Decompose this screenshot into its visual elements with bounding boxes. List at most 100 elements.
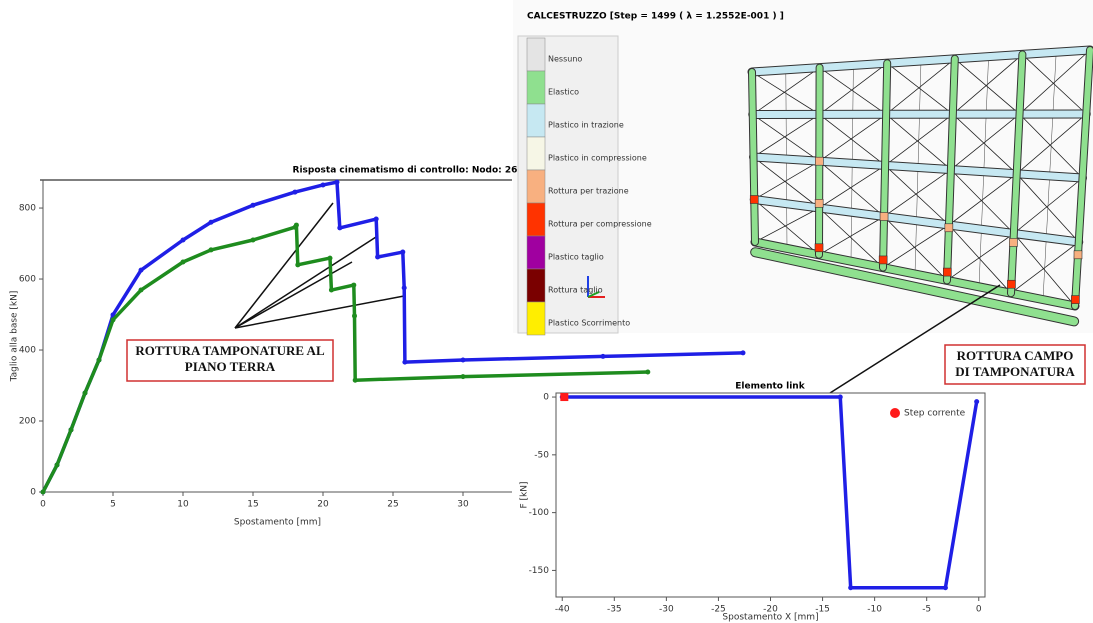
data-point [321,182,326,187]
x-tick-label: -35 [607,605,622,615]
data-point [461,357,466,362]
data-point [461,374,466,379]
x-tick-label: 5 [110,500,116,510]
x-tick-label: 25 [387,500,398,510]
legend-label: Plastico in trazione [548,121,624,130]
y-axis-label: Taglio alla base [kN] [10,291,20,383]
legend-swatch [527,38,545,71]
legend-label: Rottura per compressione [548,220,652,229]
x-tick-label: -20 [763,605,778,615]
y-tick-label: 200 [19,417,36,427]
data-point [295,262,300,267]
data-point [83,390,88,395]
legend-label: Nessuno [548,55,582,64]
legend-label: Elastico [548,88,579,97]
data-point [328,256,333,261]
y-tick-label: 0 [543,393,549,403]
member-state [750,196,758,204]
data-point [400,250,405,255]
data-point [111,317,116,322]
data-point [741,350,746,355]
member-state [1007,280,1015,288]
x-tick-label: -5 [922,605,931,615]
member-state [945,224,953,232]
member-state [815,157,823,165]
member [753,114,1087,115]
y-tick-label: -150 [529,566,550,576]
member-state [1009,238,1017,246]
data-point [375,255,380,260]
member-state [1071,296,1079,304]
data-point [601,354,606,359]
legend-swatch [527,170,545,203]
data-point [97,357,102,362]
legend-swatch [527,71,545,104]
x-tick-label: -40 [555,605,570,615]
data-point [293,190,298,195]
legend-swatch [527,302,545,335]
step-marker [560,393,568,401]
member [752,72,755,242]
member-state [1074,251,1082,259]
data-point [943,585,948,590]
data-point [209,247,214,252]
member-state [943,268,951,276]
data-point [402,285,407,290]
data-point [209,220,214,225]
data-point [251,203,256,208]
y-tick-label: 0 [30,488,36,498]
data-point [402,360,407,365]
panel-title: CALCESTRUZZO [Step = 1499 ( λ = 1.2552E-… [527,12,784,22]
legend-marker [890,408,900,418]
data-point [181,237,186,242]
x-tick-label: -15 [815,605,830,615]
y-tick-label: 800 [19,204,36,214]
x-axis-label: Spostamento [mm] [234,518,321,528]
legend-swatch [527,203,545,236]
data-point [251,237,256,242]
x-tick-label: -25 [711,605,726,615]
legend-swatch [527,236,545,269]
chart-title: Risposta cinematismo di controllo: Nodo:… [293,166,518,176]
y-tick-label: 400 [19,346,36,356]
legend-label: Step corrente [904,409,966,419]
data-point [55,463,60,468]
member-state [879,256,887,264]
legend-label: Rottura taglio [548,286,603,295]
screenshot: CALCESTRUZZO [Step = 1499 ( λ = 1.2552E-… [0,0,1093,623]
data-point [41,490,46,495]
data-point [374,217,379,222]
data-point [848,585,853,590]
annotation-text: DI TAMPONATURA [955,364,1075,379]
x-tick-label: 20 [317,500,329,510]
x-tick-label: 15 [247,500,258,510]
member [883,63,887,267]
data-point [69,427,74,432]
plot-frame [556,393,985,597]
data-point [294,223,299,228]
legend-label: Plastico Scorrimento [548,319,630,328]
annotation-text: ROTTURA TAMPONATURE AL [135,343,325,358]
chart-title: Elemento link [735,382,805,392]
y-axis-label: F [kN] [520,481,530,508]
annotation-text: ROTTURA CAMPO [957,348,1074,363]
x-tick-label: -10 [867,605,882,615]
legend-swatch [527,104,545,137]
data-point [838,395,843,400]
data-point [353,378,358,383]
data-point [645,370,650,375]
data-point [181,259,186,264]
x-tick-label: 10 [177,500,189,510]
x-tick-label: 30 [457,500,469,510]
legend-label: Rottura per trazione [548,187,629,196]
y-tick-label: -50 [534,450,549,460]
x-tick-label: 0 [976,605,982,615]
legend-label: Plastico taglio [548,253,604,262]
y-tick-label: -100 [529,508,550,518]
member-state [815,199,823,207]
legend-label: Plastico in compressione [548,154,647,163]
data-point [335,180,340,185]
data-point [329,288,334,293]
legend-swatch [527,269,545,302]
data-point [337,225,342,230]
